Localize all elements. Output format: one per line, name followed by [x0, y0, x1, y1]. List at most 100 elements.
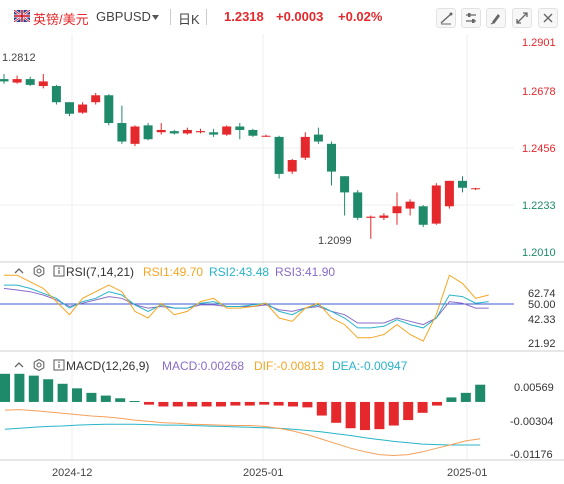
macd-bar	[158, 401, 169, 407]
header-divider	[206, 9, 207, 25]
candle-body	[51, 86, 61, 103]
price-tick: 1.2233	[522, 200, 556, 212]
macd-bar	[345, 401, 356, 429]
macd-bar	[115, 398, 126, 402]
time-axis: 2024-12 2025-01 2025-01	[52, 467, 487, 479]
rsi-title[interactable]: RSI(7,14,21)	[66, 265, 135, 279]
candle-body	[458, 180, 467, 188]
dea-value: DEA:-0.00947	[332, 359, 408, 373]
last-price: 1.2318	[224, 9, 264, 24]
rsi-axis: 62.74 50.00 42.33 21.92	[528, 288, 556, 350]
candle-body	[392, 206, 402, 214]
price-tick: 1.2678	[522, 86, 556, 98]
price-tick: 1.2901	[522, 37, 556, 49]
candle-body	[327, 143, 336, 172]
rsi-tick: 42.33	[528, 314, 556, 326]
candle-body	[300, 136, 310, 158]
macd-bar	[374, 401, 385, 430]
chevron-down-icon[interactable]	[152, 15, 159, 20]
candle-body	[235, 126, 245, 130]
candle-body	[287, 160, 297, 172]
macd-bar	[57, 383, 68, 402]
macd-bar	[216, 401, 226, 407]
rsi3-line	[3, 287, 489, 326]
candle-body	[340, 176, 350, 193]
header-divider	[170, 9, 171, 25]
macd-bar	[172, 401, 183, 407]
info-icon[interactable]	[53, 265, 65, 277]
macd-bar	[403, 401, 414, 421]
candle-body	[25, 79, 35, 85]
candle-body	[196, 131, 205, 133]
candle-body	[156, 129, 166, 133]
macd-bar	[288, 401, 298, 407]
candle-body	[366, 216, 376, 218]
price-tick: 1.2456	[522, 143, 556, 155]
period-selector[interactable]: 日K	[178, 12, 200, 27]
candle-body	[261, 135, 271, 137]
candle-body	[12, 79, 22, 83]
settings-sliders-icon[interactable]	[461, 8, 481, 28]
rsi-tick: 21.92	[528, 338, 556, 350]
collapse-icon[interactable]	[14, 266, 24, 276]
macd-bar	[0, 373, 10, 402]
macd-bar	[273, 401, 284, 406]
draw-line-icon[interactable]	[436, 8, 456, 28]
macd-bar	[72, 388, 82, 402]
drawing-tools-icon[interactable]	[486, 8, 506, 28]
candle-body	[405, 201, 415, 209]
price-change-percent: +0.02%	[338, 9, 383, 24]
instrument-name[interactable]: 英镑/美元	[33, 12, 89, 27]
candle-body	[431, 185, 441, 224]
time-tick: 2025-01	[447, 467, 487, 479]
price-axis: 1.2901 1.2678 1.2456 1.2233 1.2010	[522, 37, 556, 259]
macd-bar	[201, 401, 212, 407]
price-tick: 1.2010	[522, 247, 556, 259]
candle-body	[222, 126, 232, 135]
macd-bar	[460, 392, 471, 402]
macd-bar	[360, 401, 370, 431]
candle-body	[78, 104, 88, 113]
macd-bar	[316, 401, 327, 416]
candle-body	[182, 129, 192, 134]
candle-body	[418, 206, 428, 225]
candle-body	[379, 215, 389, 218]
candle-body	[143, 125, 153, 140]
macd-bar	[388, 401, 399, 426]
rsi2-value: RSI2:43.48	[209, 265, 270, 279]
macd-bar	[28, 375, 39, 402]
info-icon[interactable]	[53, 359, 65, 371]
candle-body	[130, 126, 140, 144]
macd-tick: 0.00569	[514, 382, 554, 394]
time-tick: 2024-12	[52, 467, 92, 479]
collapse-icon[interactable]	[14, 360, 24, 370]
rsi1-value: RSI1:49.70	[143, 265, 204, 279]
fullscreen-icon[interactable]	[512, 8, 532, 28]
chart-header: 英镑/美元 GBPUSD 日K 1.2318 +0.0003 +0.02%	[0, 0, 564, 34]
macd-title[interactable]: MACD(12,26,9)	[66, 359, 150, 373]
macd-bar	[244, 401, 255, 406]
candle-body	[248, 129, 258, 136]
macd-tick: -0.01176	[510, 449, 553, 461]
settings-gear-icon[interactable]	[33, 265, 45, 277]
macd-value: MACD:0.00268	[162, 359, 245, 373]
macd-bar	[230, 401, 241, 406]
macd-bar	[432, 401, 442, 406]
dif-value: DIF:-0.00813	[254, 359, 325, 373]
rsi-tick: 62.74	[528, 288, 556, 300]
macd-bar	[417, 401, 428, 413]
candle-body	[274, 136, 284, 174]
close-icon[interactable]	[538, 8, 558, 28]
instrument-symbol[interactable]: GBPUSD	[96, 9, 151, 24]
high-price-label: 1.2812	[2, 52, 36, 64]
macd-axis: 0.00569 -0.00304 -0.01176	[510, 382, 554, 461]
candle-body	[117, 123, 127, 142]
macd-lines	[4, 409, 481, 457]
rsi1-line	[4, 274, 489, 342]
macd-bar	[144, 401, 154, 405]
candle-body	[209, 132, 219, 135]
candle-body	[0, 79, 9, 82]
candle-body	[444, 180, 454, 207]
settings-gear-icon[interactable]	[33, 359, 45, 371]
